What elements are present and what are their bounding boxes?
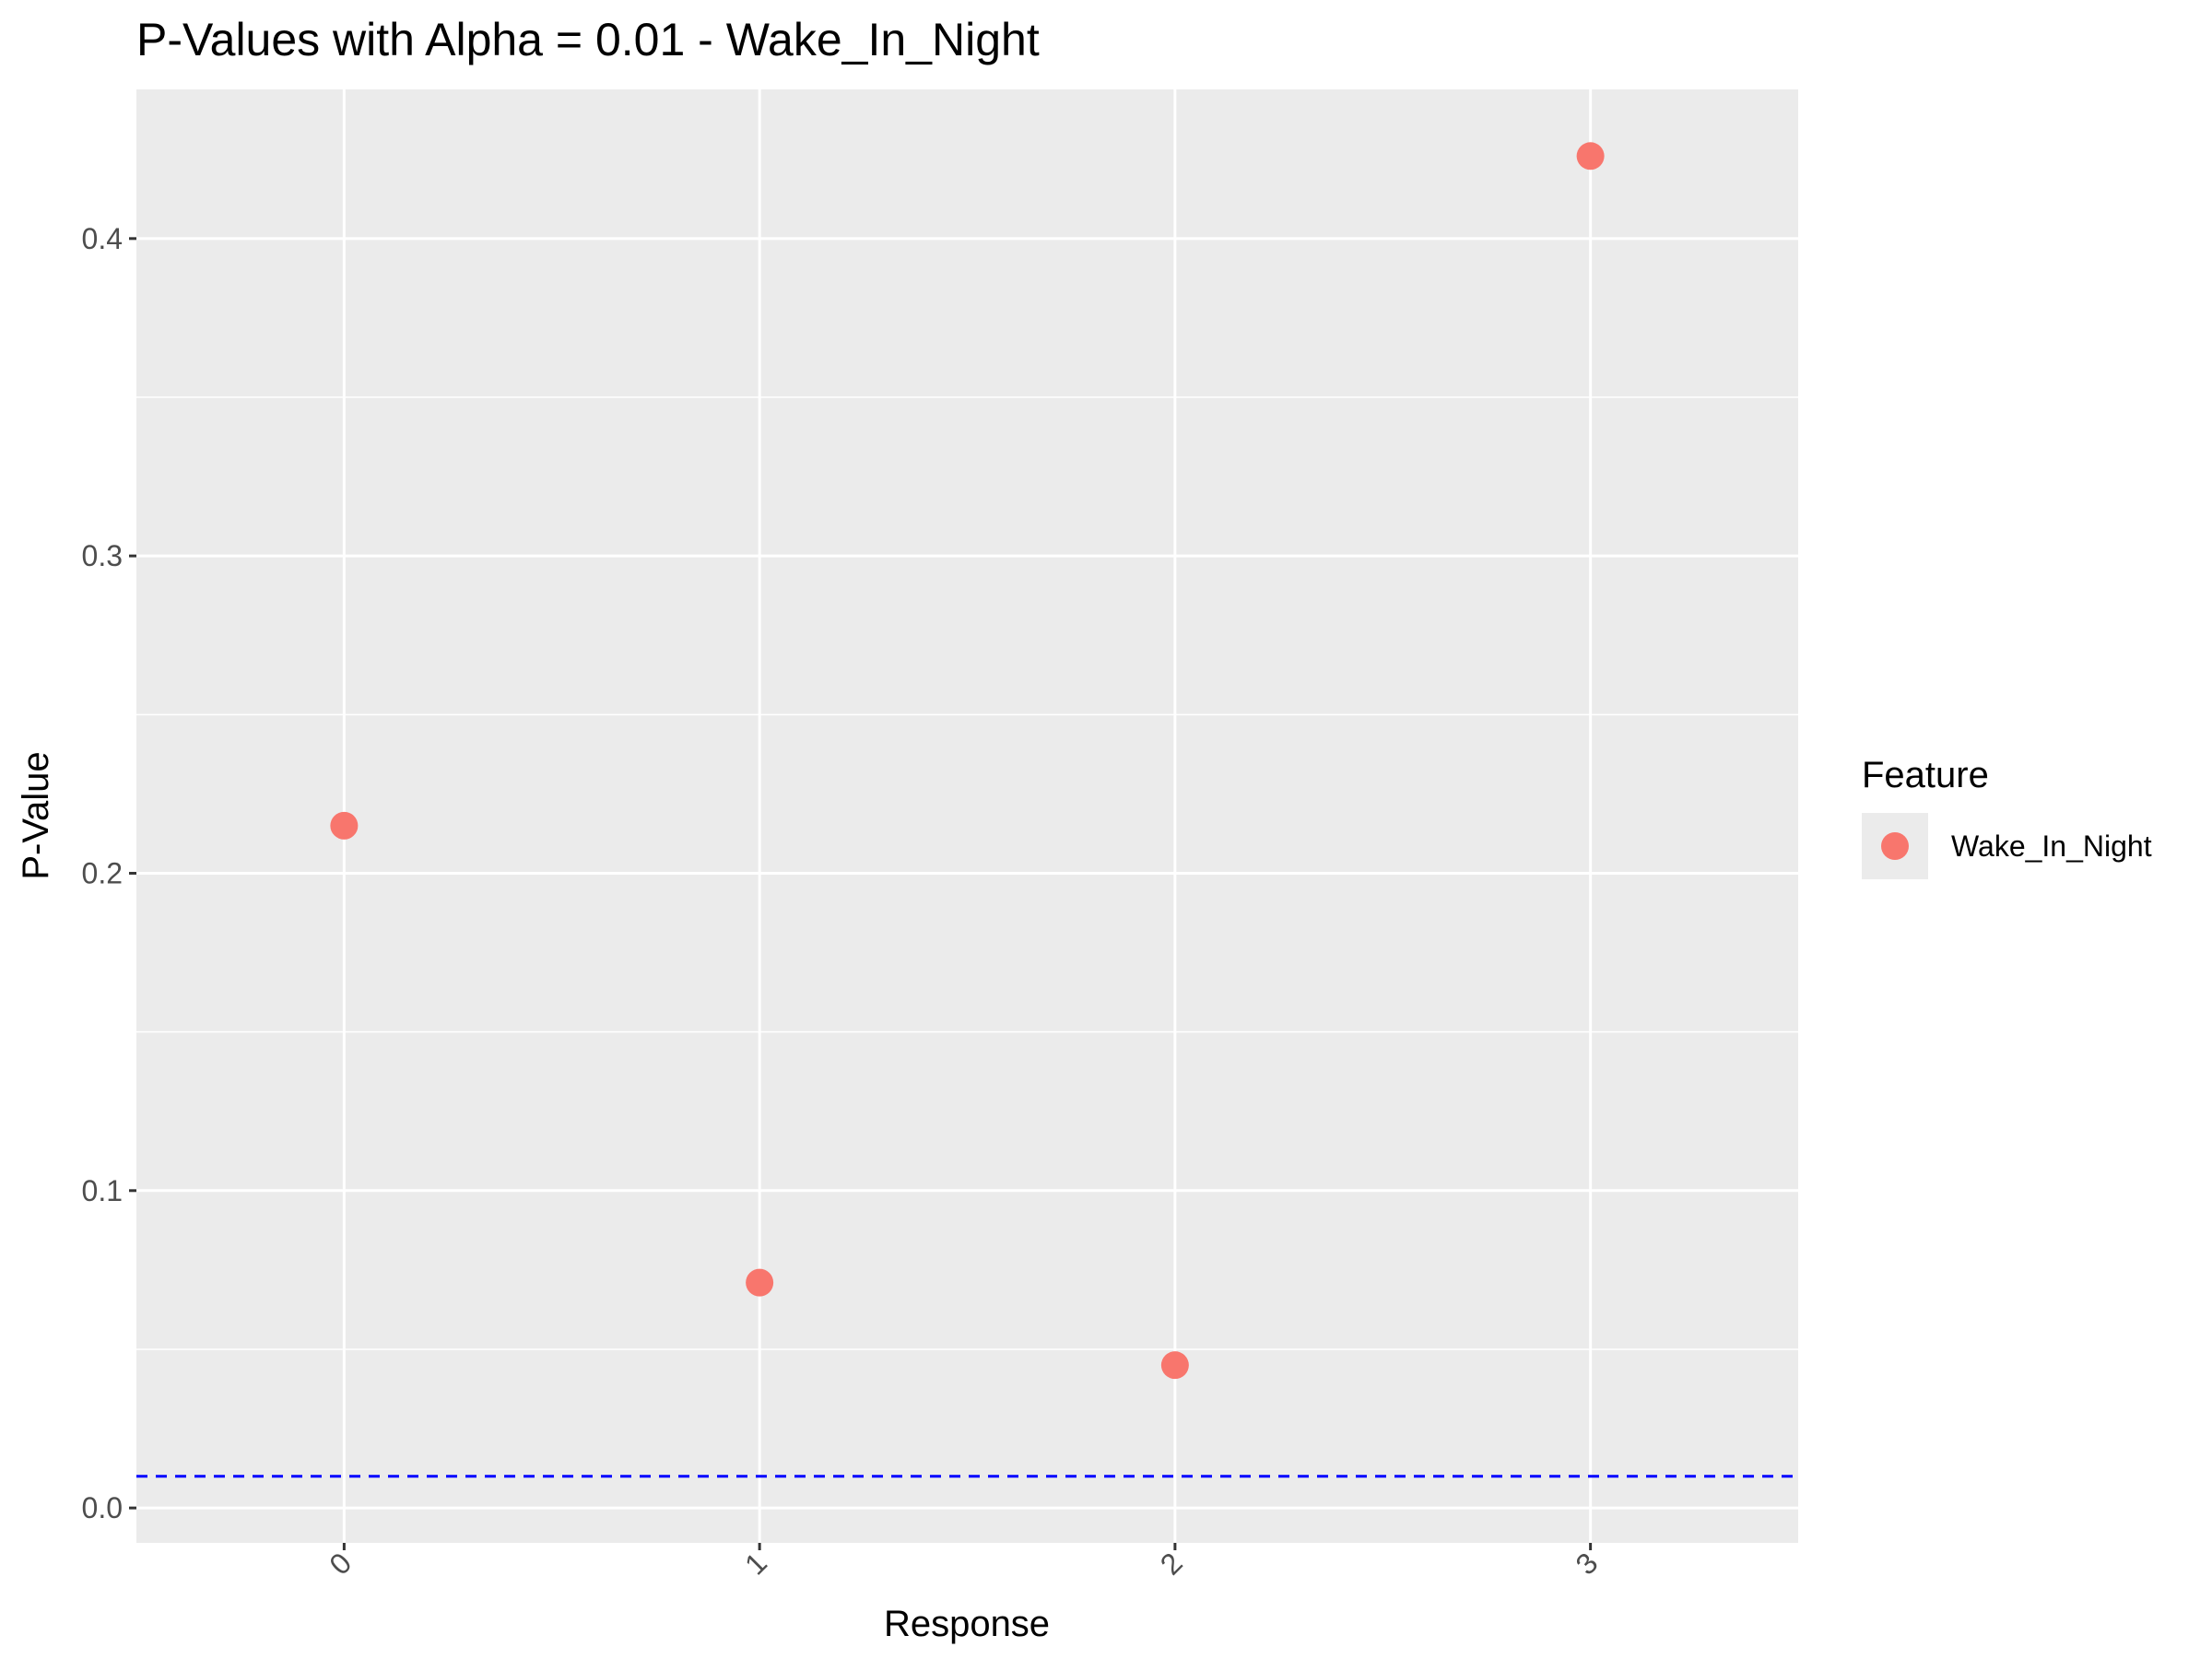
y-tick-label: 0.0	[82, 1491, 123, 1524]
y-axis-title: P-Value	[16, 751, 56, 879]
x-axis-title: Response	[884, 1604, 1050, 1644]
data-points	[330, 142, 1605, 1380]
y-tick-label: 0.4	[82, 222, 123, 255]
legend-title: Feature	[1862, 755, 1989, 795]
y-tick-label: 0.1	[82, 1174, 123, 1207]
plot-panel	[136, 89, 1798, 1543]
chart-title: P-Values with Alpha = 0.01 - Wake_In_Nig…	[136, 14, 1040, 65]
x-axis: 0 1 2 3	[323, 1543, 1605, 1582]
data-point	[1160, 1351, 1189, 1380]
major-grid	[136, 89, 1798, 1543]
legend-point-marker	[1881, 832, 1909, 860]
y-axis: 0.0 0.1 0.2 0.3 0.4	[82, 222, 136, 1524]
legend: Feature Wake_In_Night	[1862, 755, 2152, 879]
minor-grid	[136, 396, 1798, 1350]
data-point	[1576, 142, 1605, 171]
data-point	[330, 811, 359, 840]
x-tick-label: 3	[1570, 1546, 1605, 1581]
y-tick-label: 0.2	[82, 856, 123, 889]
x-tick-label: 2	[1154, 1546, 1189, 1581]
x-tick-label: 0	[323, 1546, 358, 1581]
x-tick-label: 1	[738, 1546, 773, 1581]
data-point	[746, 1268, 774, 1297]
legend-label-wake-in-night: Wake_In_Night	[1951, 830, 2152, 863]
y-tick-label: 0.3	[82, 539, 123, 572]
